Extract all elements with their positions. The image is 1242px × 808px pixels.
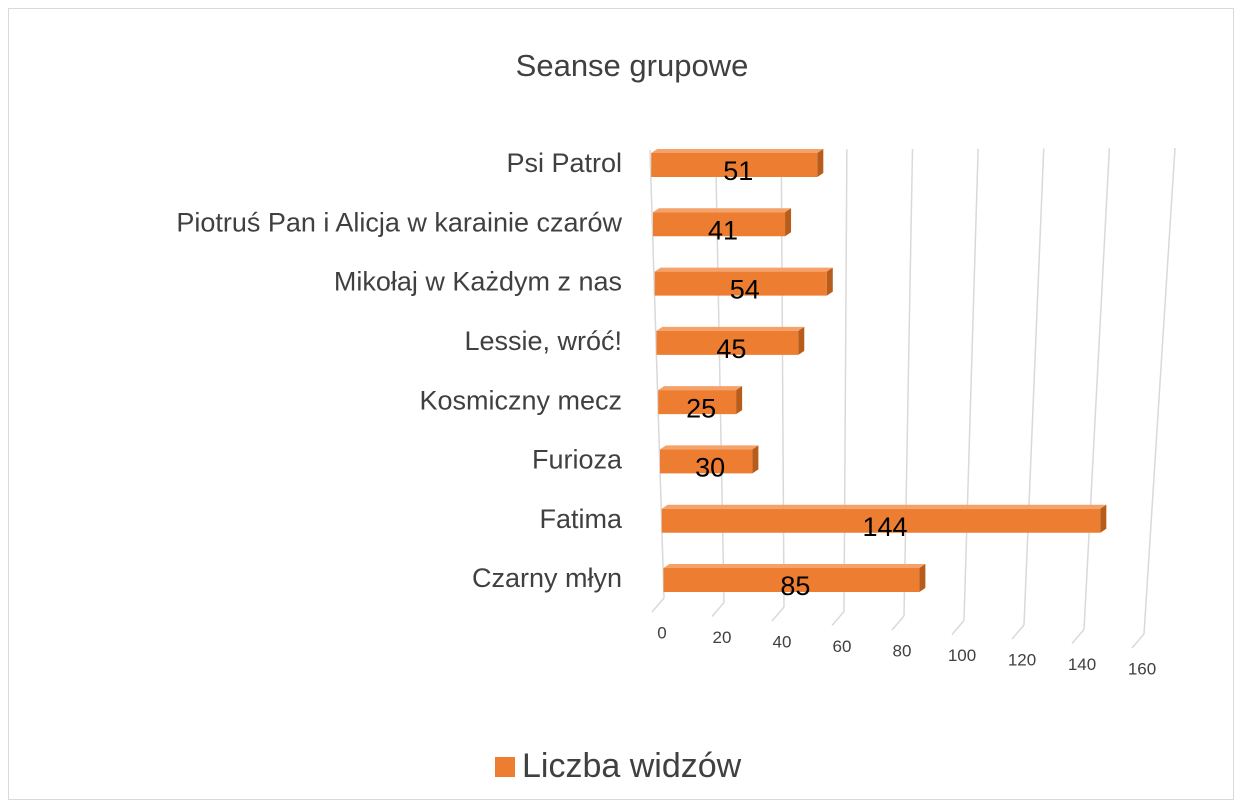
bar-top [658, 386, 743, 391]
bar-end [752, 445, 759, 474]
data-label: 51 [723, 156, 753, 186]
grid-floor [951, 620, 965, 635]
bar-end [826, 267, 833, 296]
data-label: 25 [686, 393, 716, 423]
data-label: 45 [716, 334, 746, 364]
x-tick-label: 140 [1068, 655, 1096, 674]
y-tick-label: Fatima [539, 504, 623, 534]
bar-top [659, 445, 759, 450]
bar-end [817, 149, 824, 177]
x-tick-label: 120 [1008, 650, 1036, 669]
bar-top [661, 504, 1107, 509]
bar [663, 568, 920, 592]
chart-frame [8, 8, 1234, 800]
grid-floor [711, 602, 725, 617]
bar-end [736, 386, 743, 415]
x-tick-label: 100 [948, 646, 976, 665]
bar [652, 212, 786, 237]
bar-end [798, 326, 805, 355]
bar-top [651, 149, 824, 153]
chart-title: Seanse grupowe [516, 48, 749, 83]
grid-line [1023, 148, 1045, 626]
data-label: 30 [695, 453, 725, 483]
bar-top [656, 326, 805, 331]
y-tick-label: Kosmiczny mecz [419, 385, 622, 415]
legend-label: Liczba widzów [522, 747, 742, 785]
bar-end [919, 564, 926, 592]
bar [658, 390, 737, 415]
bar [656, 330, 799, 355]
bar-end [1100, 504, 1107, 533]
x-tick-label: 40 [773, 632, 792, 651]
x-tick-label: 0 [657, 623, 666, 642]
y-tick-label: Mikołaj w Każdym z nas [334, 267, 622, 297]
y-tick-label: Lessie, wróć! [464, 326, 622, 356]
data-label: 41 [708, 215, 738, 245]
legend-swatch [495, 757, 515, 777]
x-tick-label: 20 [713, 628, 732, 647]
data-label: 85 [780, 571, 810, 601]
grid-floor [831, 611, 845, 626]
x-tick-label: 60 [833, 637, 852, 656]
grid-line [843, 149, 848, 612]
grid-line [1143, 147, 1176, 635]
data-label: 144 [862, 512, 907, 542]
y-tick-label: Piotruś Pan i Alicja w karainie czarów [176, 207, 622, 237]
grid-floor [891, 615, 905, 631]
grid-floor [1071, 629, 1085, 644]
grid-floor [651, 597, 665, 613]
bar-end [785, 208, 792, 237]
grid-line [963, 148, 979, 621]
y-tick-label: Furioza [532, 445, 623, 475]
x-tick-label: 160 [1128, 659, 1156, 678]
x-tick-label: 80 [893, 641, 912, 660]
y-tick-label: Czarny młyn [472, 563, 622, 593]
bar-top [654, 267, 833, 272]
grid-floor [771, 606, 785, 622]
bar [661, 508, 1101, 533]
bar [651, 153, 818, 177]
grid-floor [1131, 633, 1145, 649]
grid-line [903, 148, 914, 617]
grid-line [649, 149, 665, 599]
bar-top [652, 208, 792, 213]
bar [654, 271, 827, 296]
y-tick-label: Psi Patrol [506, 148, 622, 178]
bar [659, 449, 753, 474]
grid-line [1083, 148, 1111, 630]
bar-top [663, 564, 926, 568]
data-label: 54 [730, 275, 760, 305]
grid-floor [1011, 624, 1025, 640]
